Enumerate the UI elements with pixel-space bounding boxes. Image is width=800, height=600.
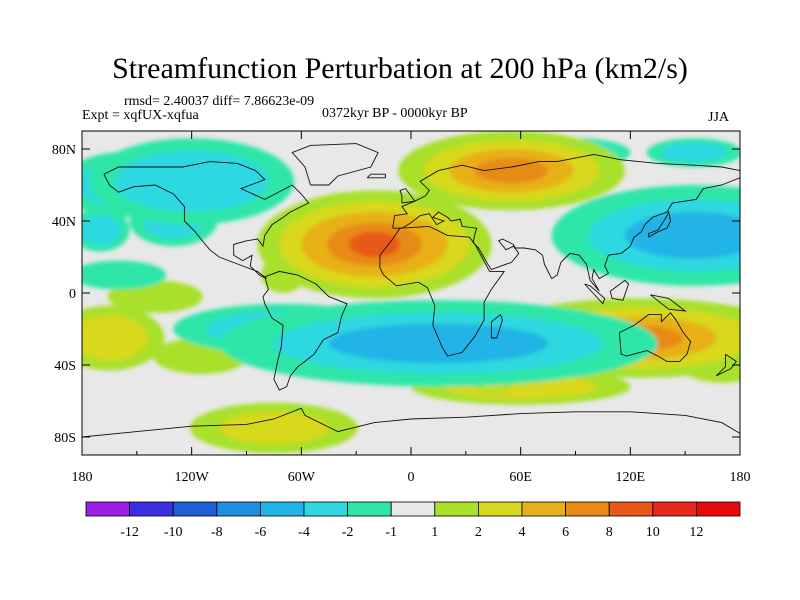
lon-label: 120E [616,470,646,485]
colorbar-swatch [434,501,479,517]
field-contour [657,222,731,248]
colorbar-swatch [347,501,392,517]
coastline-antarctica [82,407,740,438]
colorbar-label: -12 [120,525,139,540]
colorbar-swatch [172,501,218,517]
field-contour [348,231,401,257]
coastline-sumatra [584,283,606,305]
season-label: JJA [708,110,730,125]
colorbar-label: 10 [646,525,660,540]
colorbar-label: 2 [475,525,482,540]
period-line: 0372kyr BP - 0000kyr BP [322,106,468,121]
colorbar: -12 -10 -8 -6 -4 -2 -1 1 2 4 6 8 10 12 [85,501,741,540]
coastline-north-america [103,161,310,280]
coastline-australia [618,312,692,362]
colorbar-label: 12 [689,525,703,540]
field-contour [474,158,549,184]
coastline-britain [399,188,416,204]
lat-label: 80N [52,143,76,158]
contour-field-layer [82,131,740,454]
field-contour [219,411,329,445]
field-blob [82,260,167,290]
colorbar-swatch [652,501,697,517]
colorbar-label: 6 [562,525,569,540]
lon-label: 120W [175,470,210,485]
coastline-new-guinea [650,294,687,312]
colorbar-swatch [259,501,305,517]
coastline-south-america [262,270,348,391]
colorbar-swatch [216,501,261,517]
colorbar-swatch [85,501,130,517]
coastline-borneo [609,279,630,301]
colorbar-label: 1 [431,525,438,540]
colorbar-label: -1 [385,525,397,540]
colorbar-swatch [390,501,436,517]
colorbar-swatch [129,501,174,517]
coastline-greenland [291,143,379,186]
lon-label: 180 [730,470,751,485]
field-blob [661,142,728,163]
lon-label: 60E [509,470,532,485]
coastline-layer [82,143,740,438]
field-blob [82,214,121,246]
colorbar-label: 4 [519,525,526,540]
coastline-new-zealand [715,353,737,377]
coastline-japan [648,210,671,238]
colorbar-label: -2 [342,525,354,540]
colorbar-label: 8 [606,525,613,540]
expt-line: Expt = xqfUX-xqfua [82,108,199,123]
colorbar-swatch [608,501,654,517]
lon-label: 180 [72,470,93,485]
field-contour [376,332,501,355]
field-contour [140,163,243,200]
lat-label: 40S [54,359,76,374]
colorbar-swatch [696,501,741,517]
lat-label: 40N [52,215,76,230]
colorbar-swatch [521,501,566,517]
coastline-africa [379,225,506,357]
colorbar-label: -10 [164,525,183,540]
colorbar-swatch [477,501,523,517]
field-blob [82,315,148,361]
latitude-axis: 80N 40N 0 40S 80S [52,143,740,446]
lat-label: 0 [69,287,76,302]
colorbar-label: -6 [255,525,267,540]
longitude-axis: 180 120W 60W 0 60E 120E 180 [72,131,751,485]
colorbar-swatch [303,501,348,517]
plot-title: Streamfunction Perturbation at 200 hPa (… [112,52,688,85]
stats-line: rmsd= 2.40037 diff= 7.86623e-09 [124,94,315,109]
coastline-madagascar [490,313,503,339]
colorbar-label: -4 [298,525,310,540]
lon-label: 60W [288,470,316,485]
colorbar-swatch [565,501,610,517]
colorbar-label: -8 [211,525,223,540]
lat-label: 80S [54,431,76,446]
coastline-eurasia [392,153,740,292]
coastline-iceland [366,173,386,179]
lon-label: 0 [408,470,415,485]
